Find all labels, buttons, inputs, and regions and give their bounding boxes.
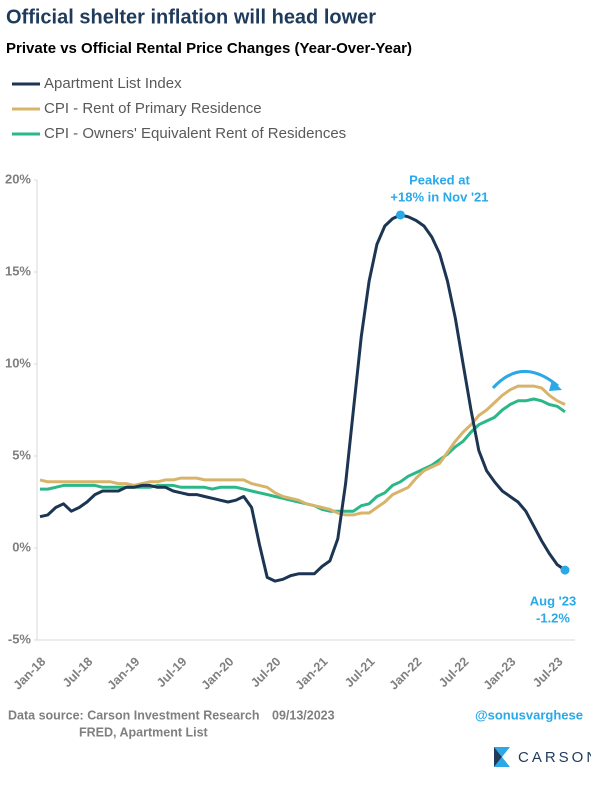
highlight-point	[560, 565, 570, 575]
arrow	[491, 370, 559, 390]
x-tick-label: Jul-20	[248, 655, 283, 690]
y-tick-label: 5%	[12, 447, 31, 462]
annotation: -1.2%	[536, 611, 570, 626]
chart-subtitle: Private vs Official Rental Price Changes…	[6, 40, 412, 57]
y-tick-label: 0%	[12, 539, 31, 554]
annotation: Peaked at	[409, 172, 470, 187]
x-tick-label: Jan-20	[199, 655, 237, 693]
annotation: Aug '23	[530, 594, 576, 609]
y-tick-label: -5%	[8, 631, 32, 646]
x-tick-label: Jan-19	[105, 655, 143, 693]
x-tick-label: Jan-22	[387, 655, 425, 693]
source: Data source: Carson Investment Research	[8, 708, 259, 722]
legend-label: Apartment List Index	[44, 75, 182, 92]
source: FRED, Apartment List	[79, 725, 209, 739]
x-tick-label: Jul-21	[342, 655, 377, 690]
x-tick-label: Jan-21	[293, 655, 331, 693]
legend-label: CPI - Rent of Primary Residence	[44, 100, 262, 117]
y-tick-label: 20%	[5, 171, 31, 186]
annotation: +18% in Nov '21	[390, 189, 488, 204]
y-tick-label: 15%	[5, 263, 31, 278]
logo: CARSON	[518, 749, 591, 766]
x-tick-label: Jan-18	[11, 655, 49, 693]
x-tick-label: Jul-22	[436, 655, 471, 690]
date: 09/13/2023	[272, 708, 335, 722]
arrow-head	[549, 380, 562, 391]
highlight-point	[395, 210, 405, 220]
logo-icon	[494, 747, 502, 767]
y-tick-label: 10%	[5, 355, 31, 370]
handle: @sonusvarghese	[475, 707, 583, 722]
x-tick-label: Jul-18	[60, 655, 95, 690]
series-line	[39, 384, 566, 517]
chart-title: Official shelter inflation will head low…	[6, 6, 376, 28]
series-line	[39, 213, 566, 583]
x-tick-label: Jul-19	[154, 655, 189, 690]
legend-label: CPI - Owners' Equivalent Rent of Residen…	[44, 125, 346, 142]
x-tick-label: Jul-23	[530, 655, 565, 690]
x-tick-label: Jan-23	[481, 655, 519, 693]
series-line	[40, 397, 566, 513]
